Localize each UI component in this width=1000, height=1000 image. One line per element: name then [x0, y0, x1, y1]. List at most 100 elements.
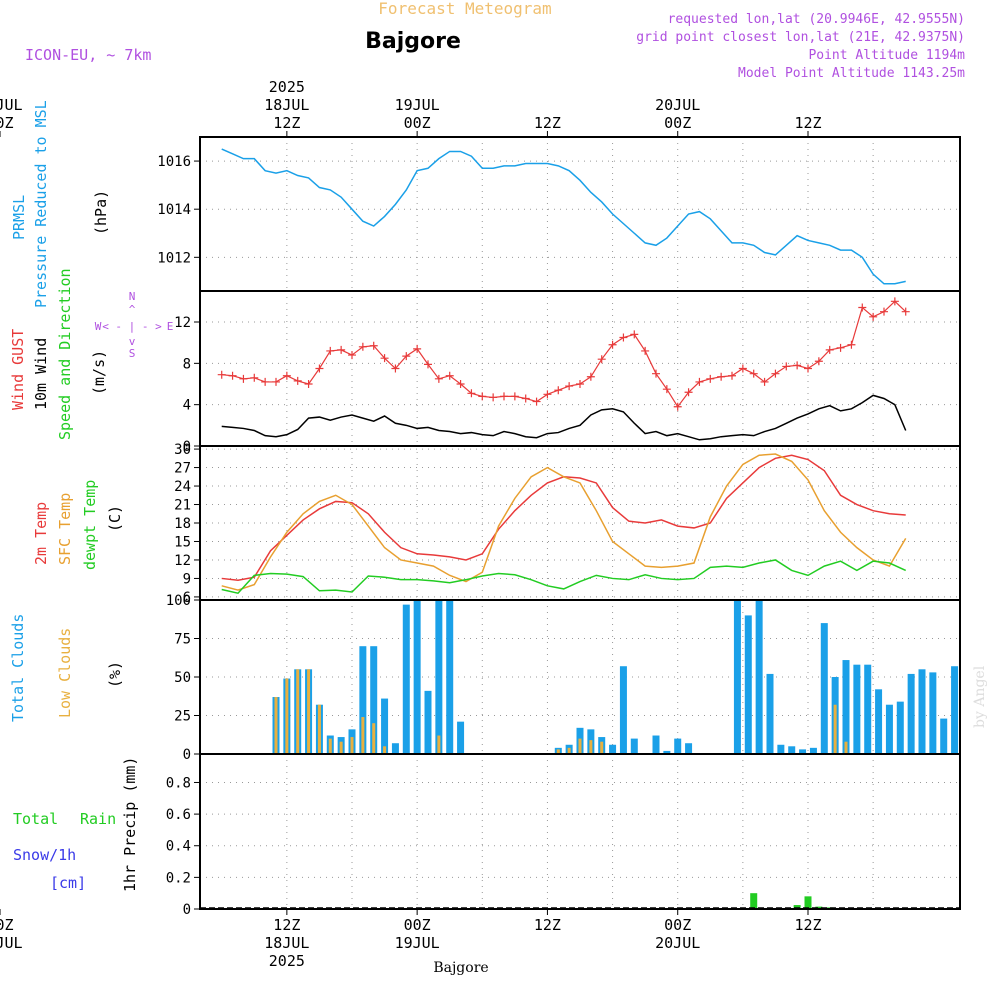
- gust-point: [543, 390, 552, 399]
- panel-frame: [199, 753, 961, 910]
- p2-unit: (m/s): [90, 350, 108, 395]
- gust-point: [239, 374, 248, 383]
- gust-point: [358, 342, 367, 351]
- low-cloud-bar: [274, 697, 278, 754]
- panel-frame: [199, 136, 961, 292]
- gust-point: [869, 312, 878, 321]
- total-cloud-bar: [864, 664, 872, 754]
- total-cloud-bar: [413, 600, 421, 754]
- gust-point: [728, 371, 736, 380]
- rain-bar: [793, 905, 801, 909]
- total-cloud-bar: [663, 750, 671, 754]
- credit-watermark: by Angel: [972, 665, 988, 728]
- gust-point: [380, 354, 389, 363]
- gust-point: [391, 364, 400, 373]
- p5-label-a2: Rain: [80, 810, 116, 828]
- gust-point: [880, 307, 888, 316]
- total-cloud-bar: [446, 600, 454, 754]
- y-tick-label: 4: [183, 398, 191, 414]
- total-cloud-bar: [820, 623, 828, 754]
- low-cloud-bar: [328, 738, 332, 754]
- rain-bar: [815, 906, 823, 909]
- gust-point: [847, 340, 856, 349]
- total-cloud-bar: [777, 744, 785, 754]
- compass-e: E: [167, 320, 174, 333]
- y-tick-label: 6: [183, 590, 191, 606]
- rain-bar: [750, 893, 758, 909]
- p4-unit: (%): [106, 661, 124, 688]
- gust-point: [348, 351, 356, 360]
- p3-unit: (C): [106, 505, 124, 532]
- y-tick-label: 0: [183, 747, 191, 763]
- gust-point: [662, 385, 671, 394]
- gust-point: [565, 382, 574, 391]
- low-cloud-bar: [589, 740, 593, 754]
- y-tick-label: 1016: [157, 154, 191, 170]
- gust-point: [608, 340, 617, 349]
- gust-point: [738, 364, 747, 373]
- bottom-time-label: 21JUL: [0, 934, 23, 952]
- gust-point: [890, 297, 899, 306]
- bottom-time-label: 12Z: [534, 916, 561, 934]
- top-time-label: 19JUL: [395, 96, 440, 114]
- bottom-time-label: 12Z: [794, 916, 821, 934]
- total-cloud-bar: [885, 704, 893, 754]
- p5-unit: 1hr Precip (mm): [121, 757, 139, 892]
- y-tick-label: 8: [183, 356, 191, 372]
- top-time-label: 20JUL: [655, 96, 700, 114]
- total-cloud-bar: [674, 738, 682, 754]
- y-tick-label: 12: [174, 553, 191, 569]
- model-name: ICON-EU, ~ 7km: [25, 46, 151, 64]
- bottom-time-label: 19JUL: [395, 934, 440, 952]
- p3-label-c: dewpt Temp: [81, 480, 99, 570]
- low-cloud-bar: [350, 737, 354, 754]
- gust-point: [597, 355, 606, 364]
- panel-frame: [199, 290, 961, 447]
- gust-point: [641, 346, 650, 355]
- wind-series-line: [221, 394, 907, 441]
- panel-2: 0 4 8 12: [174, 291, 960, 455]
- low-cloud-bar: [437, 735, 441, 754]
- total-cloud-bar: [424, 690, 432, 754]
- gust-point: [576, 380, 584, 388]
- y-tick-label: 0.2: [166, 870, 191, 886]
- gust-point: [673, 402, 682, 411]
- top-time-label: 00Z: [404, 114, 431, 132]
- gust-point: [456, 380, 465, 388]
- gust-point: [304, 380, 313, 388]
- pressure-series-line: [221, 148, 906, 285]
- requested-coords: requested lon,lat (20.9946E, 42.9555N): [668, 12, 965, 27]
- y-tick-label: 50: [174, 670, 191, 686]
- gust-point: [858, 303, 867, 312]
- total-cloud-bar: [896, 701, 904, 754]
- location-title: Bajgore: [365, 29, 461, 54]
- total-cloud-bar: [652, 735, 660, 754]
- total-cloud-bar: [940, 718, 948, 754]
- total-cloud-bar: [907, 673, 915, 754]
- p3-label-a: 2m Temp: [32, 502, 50, 565]
- top-time-label: 12Z: [273, 114, 300, 132]
- y-tick-label: 18: [174, 516, 191, 532]
- model-altitude: Model Point Altitude 1143.25m: [738, 66, 965, 81]
- y-tick-label: 24: [174, 479, 191, 495]
- gust-point: [532, 397, 541, 406]
- low-cloud-bar: [567, 747, 571, 754]
- footer-location: Bajgore: [433, 960, 488, 976]
- total-cloud-bar: [370, 646, 378, 754]
- gust-point: [369, 341, 378, 350]
- y-tick-label: 75: [174, 632, 191, 648]
- top-time-label: 2025: [269, 78, 305, 96]
- compass-w: W: [95, 320, 102, 333]
- gust-point: [413, 344, 422, 353]
- gust-point: [315, 364, 324, 373]
- gust-point: [293, 376, 302, 385]
- p1-label-b: Pressure Reduced to MSL: [32, 100, 50, 308]
- top-time-label: 00Z: [664, 114, 691, 132]
- gust-point: [717, 372, 726, 381]
- low-cloud-bar: [307, 669, 311, 754]
- y-tick-label: 0.4: [166, 839, 191, 855]
- total-cloud-bar: [609, 744, 617, 754]
- total-cloud-bar: [809, 747, 817, 754]
- gust-series-line: [221, 300, 907, 408]
- compass-n: N: [129, 290, 136, 303]
